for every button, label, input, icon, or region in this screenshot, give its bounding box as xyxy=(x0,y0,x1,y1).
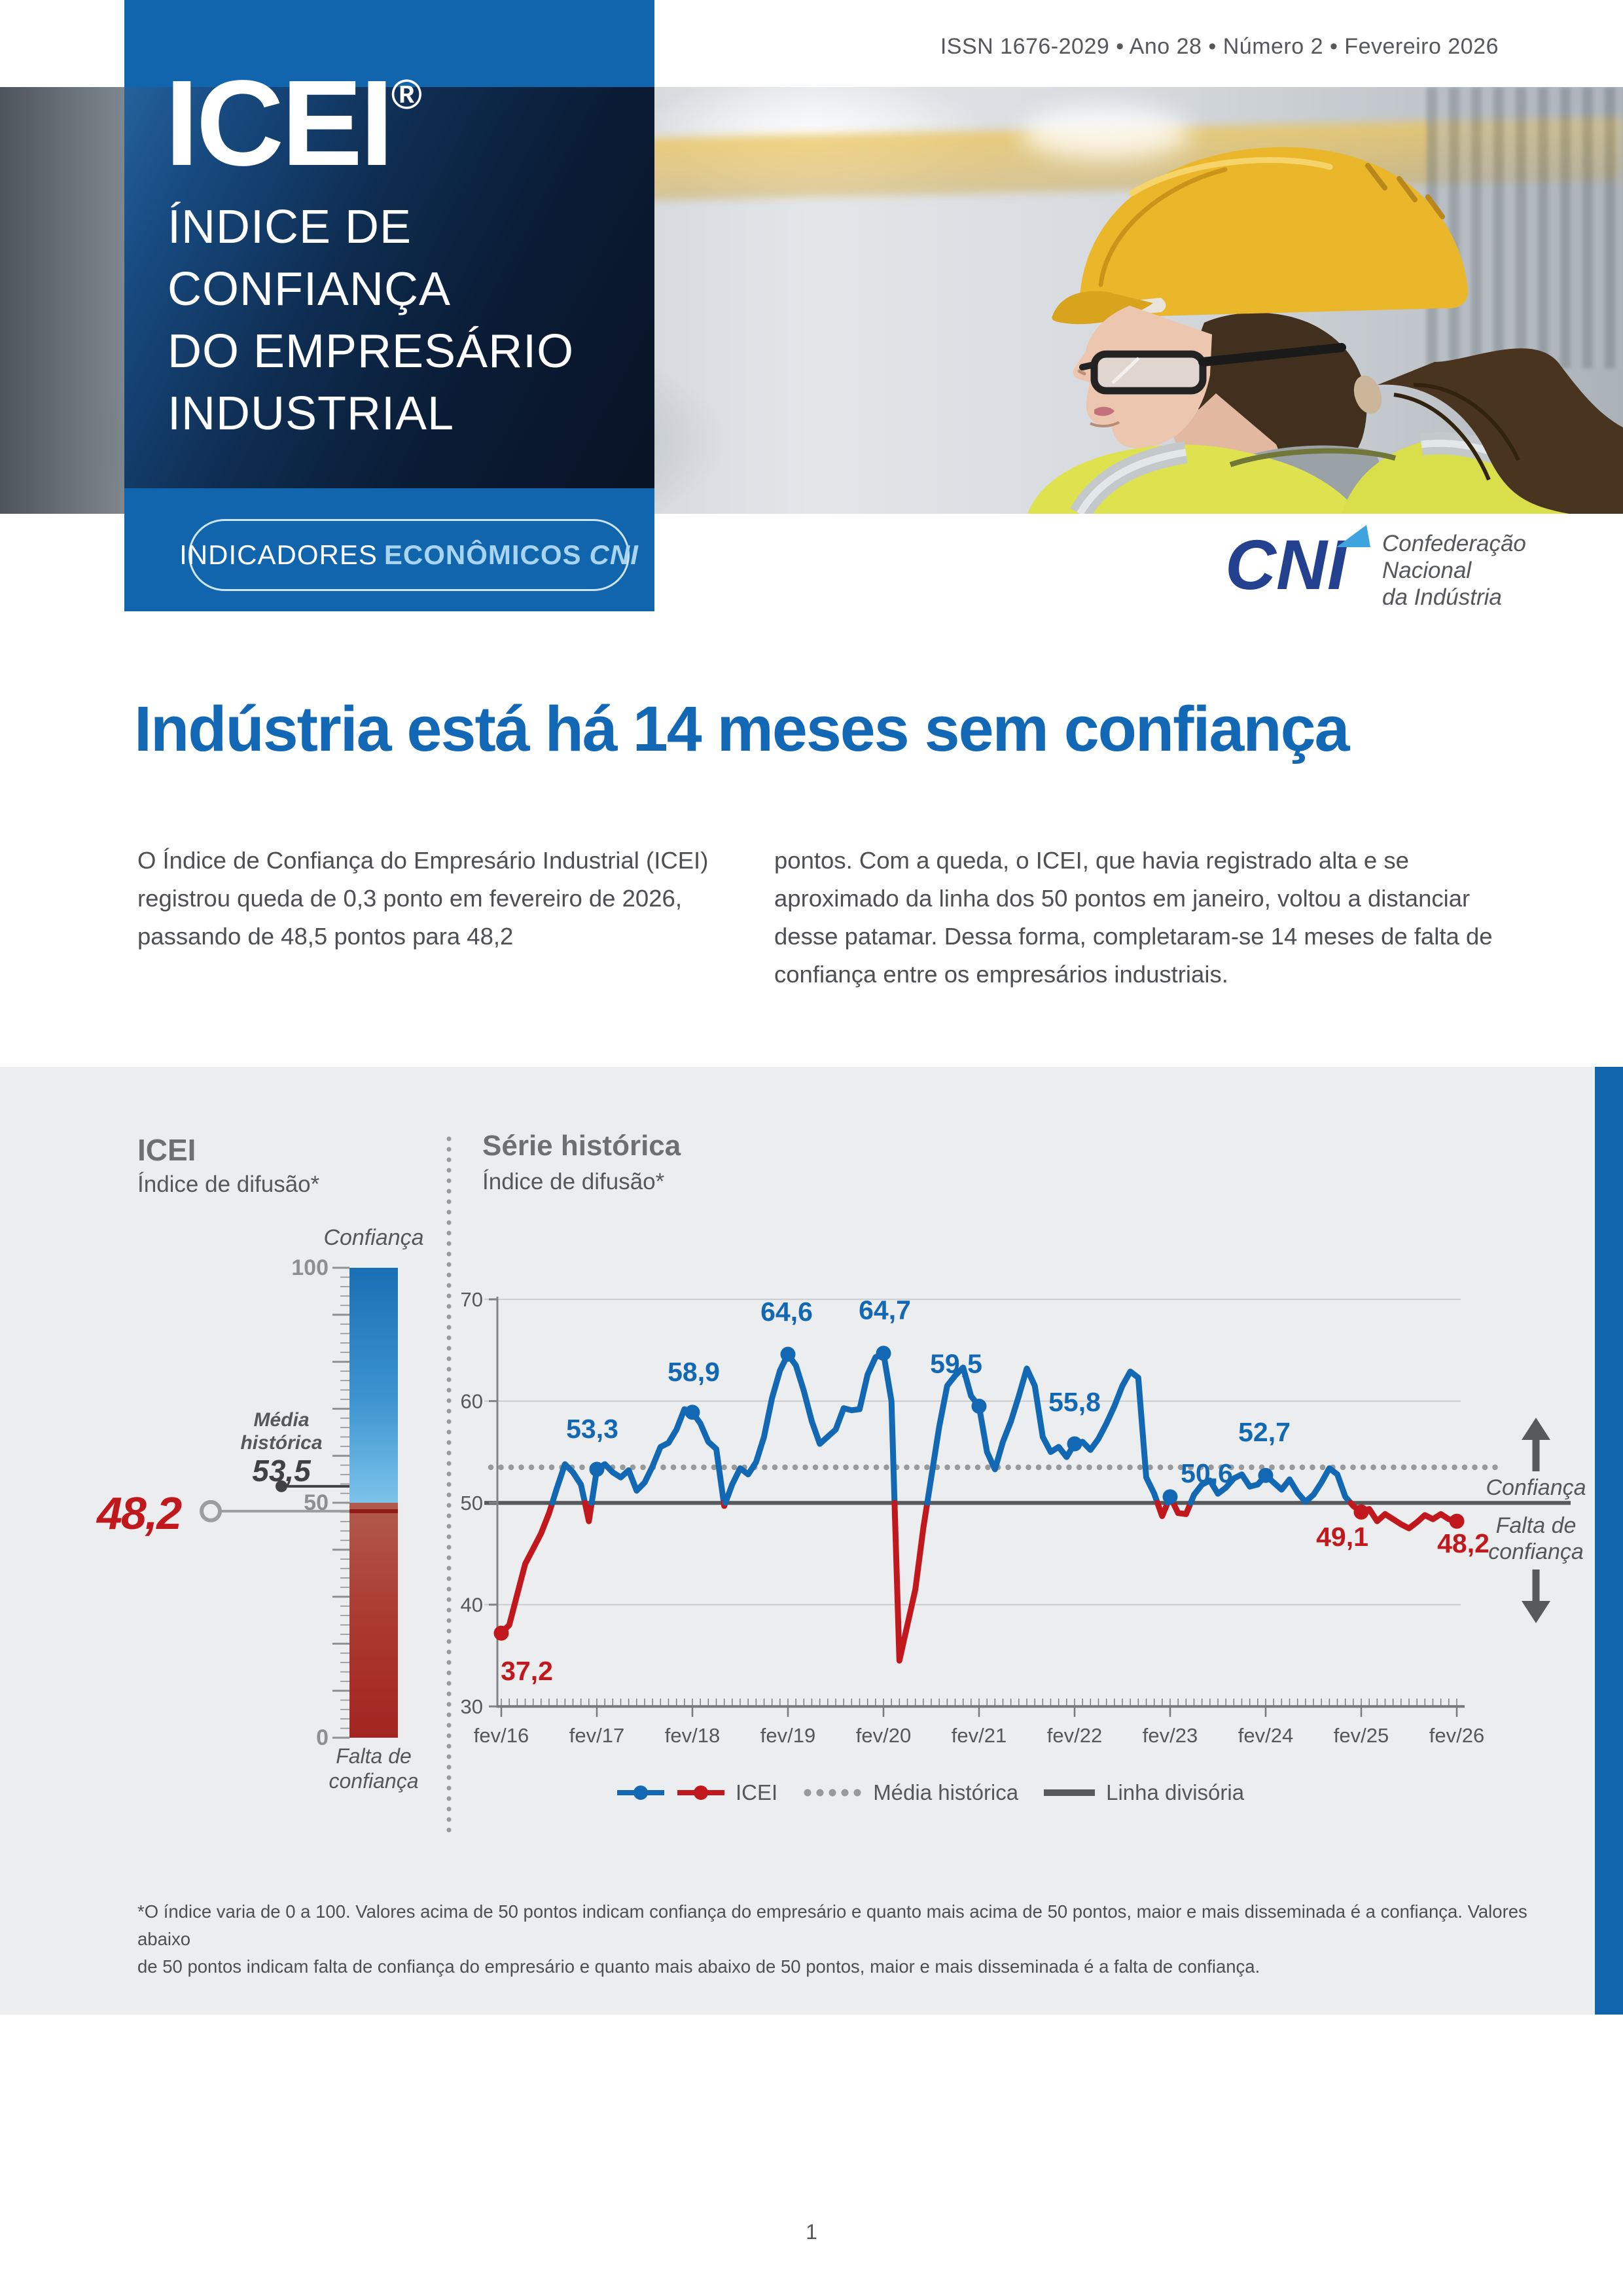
nostril xyxy=(1077,369,1086,376)
issn-line: ISSN 1676-2029 • Ano 28 • Número 2 • Fev… xyxy=(940,34,1499,59)
falta-line-1: Falta de xyxy=(336,1744,412,1768)
vest-left xyxy=(1027,444,1359,514)
cni-logo-mark: CNI xyxy=(1225,525,1370,604)
gauge-scale-100: 100 xyxy=(291,1255,329,1280)
legend-label-icei: ICEI xyxy=(736,1780,778,1804)
cni-logo: CNI Confederação Nacional da Indústria xyxy=(1225,521,1592,613)
org-line-1: Confederação xyxy=(1382,531,1526,556)
legend-item-divisoria: Linha divisória xyxy=(1042,1780,1244,1805)
footnote-line-2: de 50 pontos indicam falta de confiança … xyxy=(137,1956,1260,1977)
legend-label-divisoria: Linha divisória xyxy=(1106,1780,1245,1804)
hat-highlight xyxy=(1129,156,1333,196)
worker-figure xyxy=(1027,147,1623,514)
body-column-2: pontos. Com a queda, o ICEI, que havia r… xyxy=(774,847,1493,988)
falta-line-2: confiança xyxy=(329,1769,419,1793)
page-number: 1 xyxy=(806,2220,817,2244)
chart-legend: ICEI Média histórica Linha divisória xyxy=(615,1780,1268,1805)
org-line-3: da Indústria xyxy=(1382,584,1502,610)
badge-economicos: ECONÔMICOS xyxy=(383,539,582,570)
title-line-2: CONFIANÇA xyxy=(168,263,452,315)
footnote-line-1: *O índice varia de 0 a 100. Valores acim… xyxy=(137,1901,1527,1949)
panel-right-stripe xyxy=(1595,1067,1623,2015)
legend-swatch-blue xyxy=(617,1785,664,1800)
gauge-title: ICEI xyxy=(137,1133,196,1167)
gauge-scale-50: 50 xyxy=(304,1490,329,1515)
gauge-top-label: Confiança xyxy=(323,1225,424,1250)
hat-brim xyxy=(1052,291,1153,325)
legend-swatch-dotted xyxy=(804,1789,861,1797)
media-label-line-1: Média xyxy=(253,1409,310,1431)
badge-indicadores: INDICADORES xyxy=(179,539,378,570)
body-column-1: O Índice de Confiança do Empresário Indu… xyxy=(137,847,709,950)
factory-wall-shape xyxy=(1427,87,1623,368)
footnote: *O índice varia de 0 a 100. Valores acim… xyxy=(137,1898,1551,1981)
gauge-media-label: Média histórica xyxy=(209,1408,353,1454)
badge-cni: CNI xyxy=(589,539,639,570)
hard-hat xyxy=(1079,147,1469,317)
cni-logo-accent xyxy=(1336,525,1370,547)
cni-logo-acronym: CNI xyxy=(1225,525,1348,604)
hair-tie xyxy=(1353,375,1382,414)
safety-glasses xyxy=(1090,350,1207,395)
legend-item-media: Média histórica xyxy=(801,1780,1018,1805)
registered-mark: ® xyxy=(391,71,422,118)
hair-strands xyxy=(1393,383,1520,481)
hat-vents xyxy=(1365,163,1445,219)
title-line-4: INDUSTRIAL xyxy=(168,387,455,440)
legend-swatch-red xyxy=(677,1785,724,1800)
vest-collar xyxy=(1229,448,1397,467)
chart-title: Série histórica xyxy=(482,1130,681,1162)
vest-stripe-left-inner xyxy=(1077,448,1186,514)
title-line-3: DO EMPRESÁRIO xyxy=(168,325,575,378)
legend-label-media: Média histórica xyxy=(873,1780,1019,1804)
gauge-subtitle: Índice de difusão* xyxy=(137,1172,320,1197)
acronym-text: ICEI xyxy=(165,56,394,191)
legend-item-icei: ICEI xyxy=(615,1780,777,1805)
gauge-bottom-label: Falta de confiança xyxy=(289,1744,459,1793)
glasses-bridge xyxy=(1079,361,1097,370)
series-badge-bar: INDICADORES ECONÔMICOS CNI xyxy=(124,488,654,611)
cni-org-name: Confederação Nacional da Indústria xyxy=(1382,530,1526,611)
publication-acronym: ICEI® xyxy=(165,63,422,185)
gauge-current-value: 48,2 xyxy=(97,1488,182,1539)
chart-subtitle: Índice de difusão* xyxy=(482,1169,665,1194)
chart-panel xyxy=(0,1067,1623,2015)
headline: Indústria está há 14 meses sem confiança xyxy=(134,693,1350,764)
title-line-1: ÍNDICE DE xyxy=(168,201,412,253)
legend-swatch-line xyxy=(1044,1789,1096,1796)
masthead-box: ICEI® ÍNDICE DE CONFIANÇA DO EMPRESÁRIO … xyxy=(124,0,654,488)
publication-title: ÍNDICE DE CONFIANÇA DO EMPRESÁRIO INDUST… xyxy=(168,196,574,445)
gauge-media-value: 53,5 xyxy=(252,1454,311,1488)
media-label-line-2: histórica xyxy=(240,1432,323,1454)
ceiling-light-glow xyxy=(1021,107,1191,159)
series-badge-pill: INDICADORES ECONÔMICOS CNI xyxy=(179,519,638,591)
hat-shadow xyxy=(1098,167,1228,287)
smile-line xyxy=(1090,421,1120,427)
lens-glare xyxy=(1111,357,1140,384)
org-line-2: Nacional xyxy=(1382,558,1472,583)
glasses-temple xyxy=(1198,343,1346,367)
gauge-scale-0: 0 xyxy=(316,1725,329,1750)
lips xyxy=(1094,406,1115,416)
